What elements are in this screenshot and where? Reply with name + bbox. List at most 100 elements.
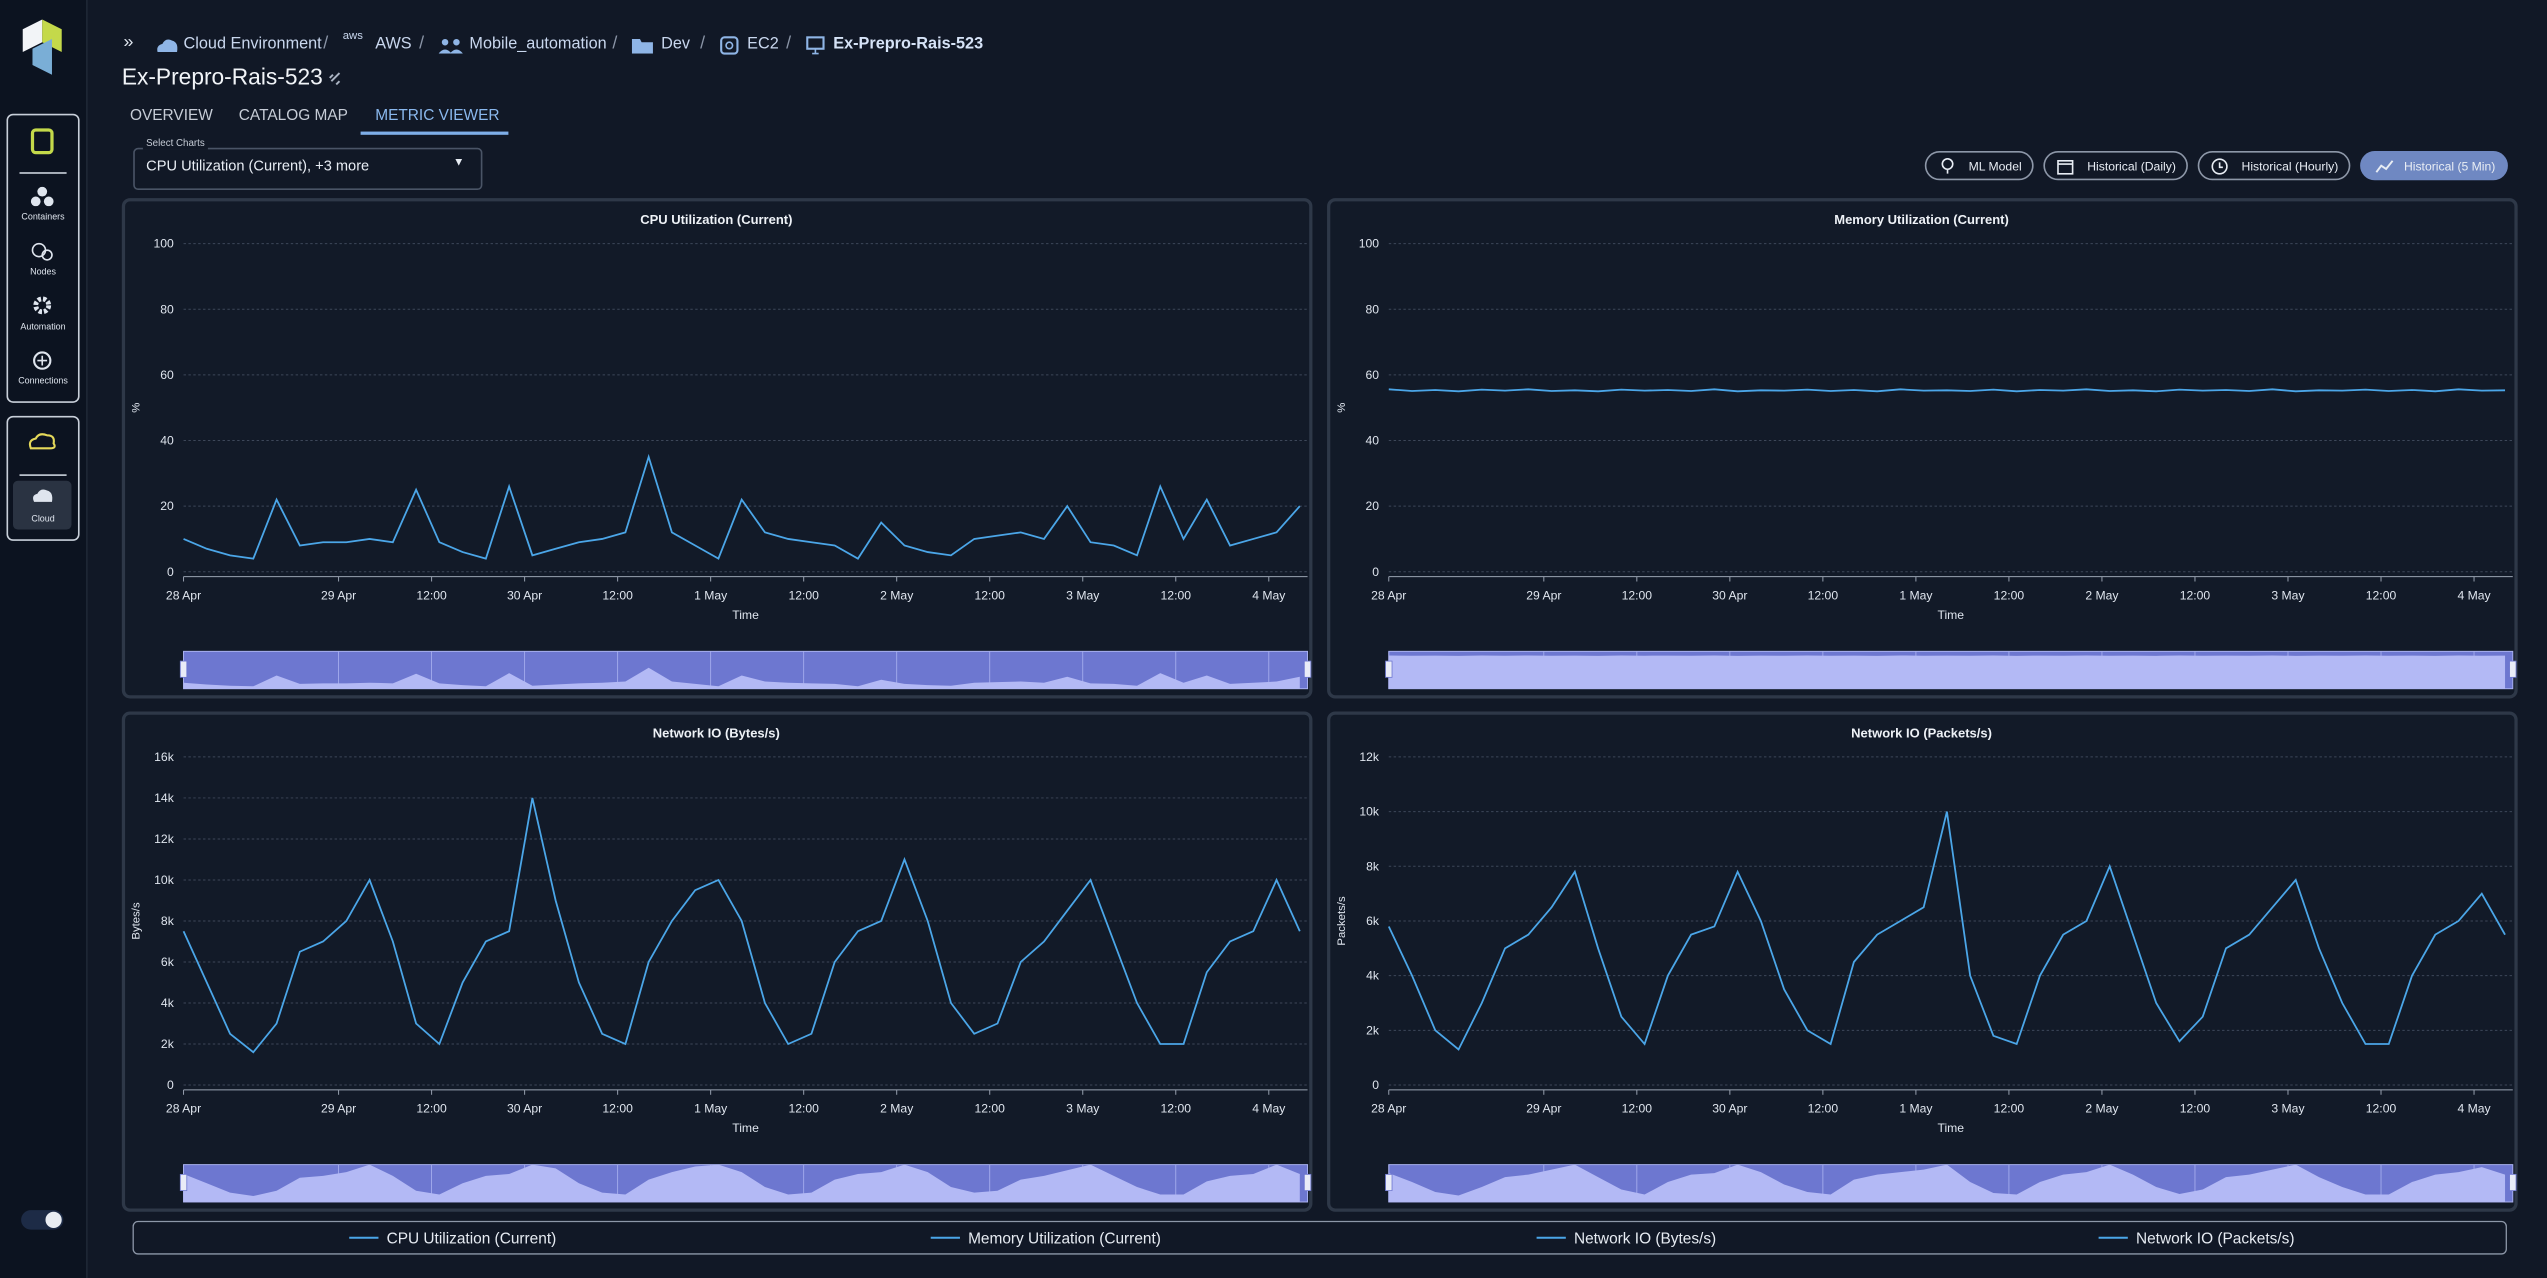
y-axis-label: % [131, 403, 143, 413]
x-tick-label: 30 Apr [507, 1102, 542, 1116]
y-tick-label: 40 [160, 434, 174, 448]
x-tick-label: 12:00 [2366, 1102, 2397, 1116]
breadcrumb-item[interactable]: Dev [661, 35, 690, 54]
icon [31, 242, 53, 261]
separator: / [419, 34, 425, 54]
x-tick-label: 29 Apr [321, 1102, 356, 1116]
y-axis-label: Packets/s [1336, 896, 1348, 946]
y-tick-label: 6k [1366, 914, 1380, 928]
x-tick-label: 28 Apr [166, 1102, 201, 1116]
chart-panel: CPU Utilization (Current) 0 20 40 60 80 100 28 … [121, 198, 1313, 699]
nav-item[interactable]: Cloud [31, 514, 55, 525]
icon [720, 36, 739, 55]
x-tick-label: 2 May [880, 588, 914, 602]
x-tick-label: 1 May [694, 588, 728, 602]
y-tick-label: 0 [167, 565, 174, 579]
y-tick-label: 4k [1366, 969, 1380, 983]
breadcrumb-item[interactable]: Cloud Environment [183, 35, 322, 54]
x-tick-label: 12:00 [1161, 588, 1192, 602]
x-axis-label: Time [732, 1121, 759, 1135]
link-icon[interactable] [328, 70, 344, 86]
breadcrumb-current: Ex-Prepro-Rais-523 [833, 35, 984, 54]
x-tick-label: 28 Apr [1371, 588, 1406, 602]
breadcrumb-item[interactable]: AWS [375, 35, 412, 54]
select-value: CPU Utilization (Current), +3 more [146, 157, 370, 174]
x-tick-label: 2 May [880, 1102, 914, 1116]
icon [30, 128, 54, 155]
series-line [1387, 811, 2506, 1051]
navigator-handle [2509, 1173, 2517, 1192]
panel-frame [121, 198, 1313, 699]
icon [157, 39, 178, 52]
x-tick-label: 4 May [1252, 588, 1286, 602]
separator: / [700, 34, 706, 54]
y-tick-label: 14k [154, 791, 175, 805]
divider [19, 172, 67, 174]
legend-label: Network IO (Packets/s) [2136, 1230, 2295, 1247]
navigator-area [1388, 655, 2506, 689]
button-active[interactable]: Historical (5 Min) [2360, 151, 2508, 181]
chart-title: Network IO (Bytes/s) [653, 725, 780, 740]
x-tick-label: 12:00 [1808, 1102, 1839, 1116]
x-tick-label: 12:00 [1994, 1102, 2025, 1116]
x-tick-label: 30 Apr [1712, 1102, 1747, 1116]
y-tick-label: 20 [1365, 499, 1379, 513]
icon [33, 351, 52, 370]
button[interactable]: Historical (Daily) [2043, 151, 2188, 181]
navigator-handle [1385, 660, 1393, 678]
panel-frame [1327, 711, 2518, 1212]
x-tick-label: 12:00 [1994, 588, 2025, 602]
nav-item[interactable]: Nodes [30, 268, 56, 278]
legend-label: Network IO (Bytes/s) [1574, 1230, 1716, 1247]
nav-group [6, 113, 80, 403]
tab[interactable]: CATALOG MAP [238, 107, 348, 126]
y-tick-label: 0 [1372, 565, 1379, 579]
x-axis-label: Time [1937, 1121, 1964, 1135]
nav-item[interactable]: Automation [20, 323, 66, 333]
divider [19, 474, 67, 476]
tab[interactable]: OVERVIEW [129, 107, 213, 126]
button[interactable]: ML Model [1924, 151, 2034, 181]
x-tick-label: 29 Apr [1526, 1102, 1561, 1116]
icon [28, 433, 56, 450]
logo [22, 19, 62, 75]
select[interactable] [133, 147, 483, 191]
y-tick-label: 2k [1366, 1023, 1380, 1037]
page-title: Ex-Prepro-Rais-523 [121, 63, 323, 90]
panel-frame [121, 711, 1313, 1212]
tab-indicator [360, 131, 509, 135]
expand-icon[interactable]: » [123, 32, 134, 52]
navigator-area [183, 1164, 1300, 1202]
navigator-handle [1303, 1173, 1312, 1192]
nav-item[interactable]: Connections [18, 376, 68, 387]
separator: / [323, 34, 329, 54]
icon [2057, 159, 2074, 175]
y-tick-label: 6k [161, 955, 175, 969]
button[interactable]: Historical (Hourly) [2197, 151, 2351, 181]
x-tick-label: 12:00 [1622, 588, 1653, 602]
nav-active [12, 480, 72, 530]
aws-logo: aws [342, 30, 363, 43]
nav-group [6, 415, 80, 541]
nav-item[interactable]: Containers [21, 212, 65, 223]
x-tick-label: 4 May [2457, 1102, 2491, 1116]
x-tick-label: 12:00 [1808, 588, 1839, 602]
x-tick-label: 12:00 [602, 1102, 633, 1116]
separator: / [612, 34, 618, 54]
x-tick-label: 3 May [2271, 588, 2305, 602]
breadcrumb-item[interactable]: Mobile_automation [469, 35, 607, 54]
chart-title: Memory Utilization (Current) [1834, 212, 2009, 227]
icon [806, 36, 825, 55]
x-axis-label: Time [1937, 608, 1964, 622]
y-tick-label: 0 [1372, 1078, 1379, 1092]
y-tick-label: 12k [154, 832, 175, 846]
y-tick-label: 100 [1359, 237, 1380, 251]
dropdown-arrow: ▼ [453, 157, 465, 169]
breadcrumb-item[interactable]: EC2 [747, 35, 779, 54]
theme-toggle[interactable] [21, 1210, 64, 1230]
y-tick-label: 80 [160, 302, 174, 316]
icon [2375, 160, 2394, 173]
tab-active[interactable]: METRIC VIEWER [375, 107, 500, 126]
navigator-handle [179, 660, 188, 678]
